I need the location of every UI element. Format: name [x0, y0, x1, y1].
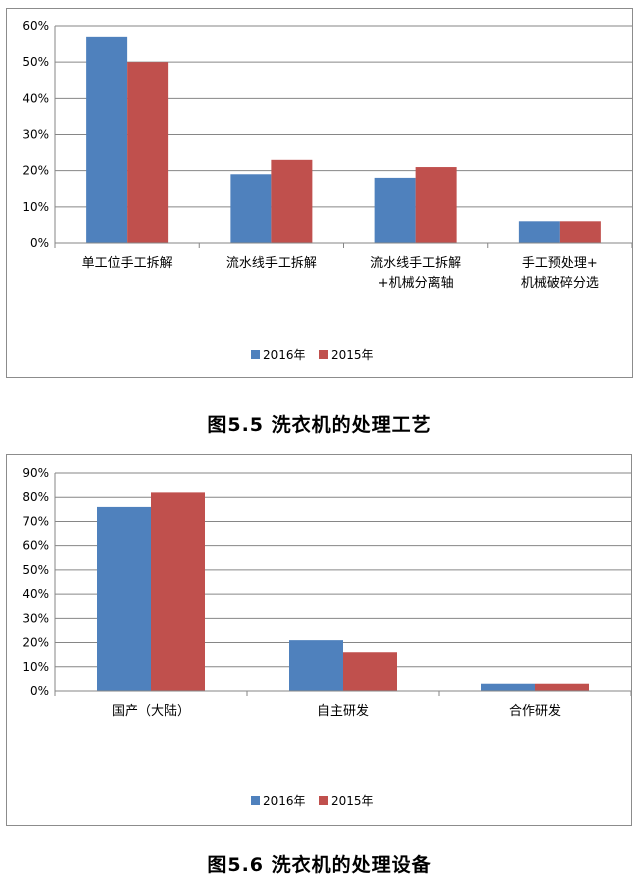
chart-2-y-tick-label: 50%: [22, 563, 49, 577]
chart-2-legend-swatch-2: [319, 796, 328, 805]
chart-2-y-tick-label: 40%: [22, 587, 49, 601]
chart-1-bar-1-2: [230, 174, 272, 243]
chart-2-legend-swatch-1: [251, 796, 260, 805]
chart-1-y-tick-label: 50%: [22, 55, 49, 69]
chart-2-x-tick-label: 国产（大陆）: [112, 703, 190, 719]
chart-2-bar-2-3: [535, 683, 589, 691]
chart-2-y-tick-label: 30%: [22, 611, 49, 625]
chart-2-bar-1-1: [97, 506, 151, 691]
figure-caption-2: 图5.6 洗衣机的处理设备: [207, 854, 432, 876]
chart-2-legend-label-2: 2015年: [331, 794, 374, 808]
chart-1-x-tick-label: 手工预处理+机械破碎分选: [521, 256, 599, 291]
chart-1-y-tick-label: 0%: [30, 236, 49, 250]
chart-2-x-tick-label: 合作研发: [509, 703, 561, 719]
chart-1-y-tick-label: 20%: [22, 164, 49, 178]
chart-1-y-tick-label: 10%: [22, 200, 49, 214]
chart-1-bar-2-4: [559, 221, 601, 243]
chart-1-legend-label-1: 2016年: [263, 348, 306, 362]
chart-1-y-tick-label: 30%: [22, 128, 49, 142]
chart-2-plot: 0% 10% 20% 30% 40% 50% 60% 70% 80% 90% 国产（大陆） 自主研发 合…: [22, 466, 631, 808]
chart-2-x-tick-label: 自主研发: [317, 703, 369, 719]
chart-2-bar-2-1: [151, 492, 205, 691]
chart-1-x-tick-label: 流水线手工拆解+机械分离轴: [370, 256, 461, 291]
chart-2-y-tick-label: 60%: [22, 539, 49, 553]
chart-1-bar-1-4: [518, 221, 560, 243]
chart-2-y-tick-label: 90%: [22, 466, 49, 480]
chart-1-bar-2-2: [271, 159, 313, 243]
chart-1-x-tick-label: 流水线手工拆解: [226, 256, 317, 271]
chart-1-bar-2-1: [127, 62, 169, 243]
chart-2-y-tick-label: 80%: [22, 490, 49, 504]
chart-1-bar-1-3: [374, 177, 416, 243]
chart-1-bar-2-3: [415, 167, 457, 243]
chart-1-bar-1-1: [86, 36, 128, 243]
chart-2-y-tick-label: 70%: [22, 514, 49, 528]
chart-2-y-tick-label: 0%: [30, 684, 49, 698]
figure-caption-1: 图5.5 洗衣机的处理工艺: [207, 414, 432, 436]
chart-2: 0% 10% 20% 30% 40% 50% 60% 70% 80% 90% 国产（大陆） 自主研发 合…: [6, 454, 632, 826]
chart-1-y-tick-label: 40%: [22, 91, 49, 105]
chart-2-y-tick-label: 20%: [22, 636, 49, 650]
chart-2-bar-1-2: [289, 640, 343, 691]
chart-1-y-tick-label: 60%: [22, 19, 49, 33]
chart-2-bar-1-3: [481, 683, 535, 691]
chart-2-bar-2-2: [343, 652, 397, 691]
chart-2-y-tick-label: 10%: [22, 660, 49, 674]
chart-2-legend-label-1: 2016年: [263, 794, 306, 808]
chart-1-legend-swatch-1: [251, 350, 260, 359]
chart-1-legend-swatch-2: [319, 350, 328, 359]
chart-1-legend-label-2: 2015年: [331, 348, 374, 362]
chart-1-plot: 0% 10% 20% 30% 40% 50% 60% 单工位手工拆解 流水线手工拆解 流水线手工拆…: [22, 19, 632, 362]
chart-1-x-tick-label: 单工位手工拆解: [82, 256, 173, 271]
chart-1: 0% 10% 20% 30% 40% 50% 60% 单工位手工拆解 流水线手工拆解 流水线手工拆…: [6, 8, 633, 378]
